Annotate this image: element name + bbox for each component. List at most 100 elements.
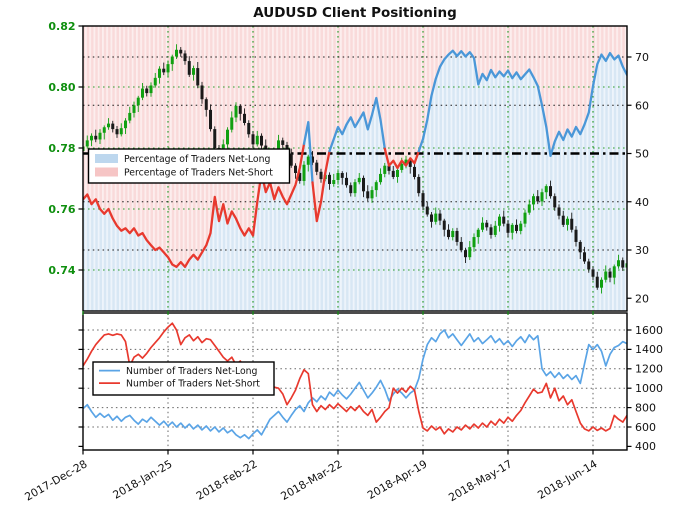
candle-up bbox=[230, 117, 234, 130]
candle-up bbox=[149, 85, 153, 94]
candle-down bbox=[179, 49, 183, 54]
candle-down bbox=[145, 88, 149, 94]
candle-down bbox=[417, 176, 421, 194]
bottom-legend-net-short-label: Number of Traders Net-Short bbox=[126, 378, 260, 389]
candle-up bbox=[119, 128, 123, 135]
candle-up bbox=[434, 213, 438, 222]
candle-up bbox=[374, 182, 378, 191]
pct-sentiment-line-layer bbox=[83, 49, 627, 269]
candle-down bbox=[425, 206, 429, 215]
candle-down bbox=[621, 260, 625, 268]
top-legend-net-short-label: Percentage of Traders Net-Short bbox=[124, 167, 273, 178]
candle-down bbox=[260, 135, 263, 146]
date-tick-label: 2018-Apr-19 bbox=[365, 457, 429, 502]
candle-down bbox=[553, 196, 557, 208]
pct-line-blue-segment bbox=[328, 96, 386, 153]
top-legend-net-long-label: Percentage of Traders Net-Long bbox=[124, 154, 271, 165]
price-tick-label: 0.74 bbox=[48, 264, 75, 277]
candle-down bbox=[247, 122, 251, 135]
count-tick-label: 1000 bbox=[635, 382, 663, 395]
candle-up bbox=[124, 120, 127, 129]
candle-down bbox=[298, 173, 302, 181]
net-long-fill-swatch bbox=[95, 154, 118, 163]
pct-line-red-segment bbox=[311, 149, 331, 223]
candle-up bbox=[332, 180, 336, 184]
candle-down bbox=[561, 215, 565, 225]
candle-up bbox=[396, 169, 399, 177]
candle-up bbox=[226, 129, 229, 145]
net-short-fill-swatch bbox=[95, 167, 118, 177]
candle-up bbox=[523, 212, 527, 224]
candle-up bbox=[136, 97, 140, 106]
pct-tick-label: 60 bbox=[635, 99, 649, 112]
candle-up bbox=[83, 146, 85, 152]
candle-down bbox=[438, 213, 442, 221]
candle-down bbox=[549, 186, 552, 197]
candle-up bbox=[527, 204, 531, 213]
candle-down bbox=[213, 129, 217, 148]
candle-up bbox=[153, 77, 157, 86]
candle-up bbox=[468, 247, 472, 258]
bottom-legend: Number of Traders Net-Long Number of Tra… bbox=[92, 361, 275, 396]
candle-down bbox=[366, 191, 370, 199]
chart-title: AUDUSD Client Positioning bbox=[253, 5, 457, 21]
candle-down bbox=[328, 174, 331, 184]
candle-down bbox=[315, 162, 319, 172]
count-line bbox=[83, 329, 627, 440]
candle-down bbox=[251, 134, 255, 145]
candle-down bbox=[442, 220, 446, 230]
candle-down bbox=[289, 153, 293, 166]
candle-up bbox=[336, 173, 340, 181]
candle-up bbox=[493, 225, 497, 235]
candle-up bbox=[128, 112, 132, 121]
candle-down bbox=[591, 269, 595, 277]
count-tick-label: 1200 bbox=[635, 363, 663, 376]
candle-up bbox=[612, 266, 616, 278]
candle-up bbox=[353, 182, 357, 194]
candle-down bbox=[204, 99, 208, 110]
candle-up bbox=[404, 159, 408, 164]
candle-down bbox=[455, 230, 459, 242]
candle-up bbox=[451, 230, 455, 238]
pct-line-blue-segment bbox=[302, 120, 314, 184]
pct-tick-label: 50 bbox=[635, 148, 649, 161]
candle-down bbox=[430, 214, 433, 222]
candle-down bbox=[362, 177, 365, 192]
candle-down bbox=[345, 177, 348, 186]
candle-up bbox=[532, 196, 535, 205]
candle-up bbox=[102, 127, 106, 133]
candle-down bbox=[111, 123, 115, 130]
candle-up bbox=[141, 88, 144, 98]
candle-up bbox=[158, 68, 161, 78]
date-tick-label: 2018-Jun-14 bbox=[535, 457, 599, 502]
date-tick-label: 2018-May-17 bbox=[446, 457, 514, 504]
candle-down bbox=[608, 271, 612, 278]
pct-line-red-segment bbox=[83, 142, 306, 269]
date-tick-label: 2018-Jan-25 bbox=[111, 457, 175, 501]
date-tick-label: 2018-Mar-22 bbox=[279, 457, 345, 503]
candle-down bbox=[94, 135, 98, 140]
candle-down bbox=[413, 166, 416, 177]
candle-up bbox=[566, 218, 569, 225]
candle-up bbox=[600, 279, 603, 288]
candle-up bbox=[625, 263, 627, 268]
candle-down bbox=[209, 109, 212, 130]
candle-up bbox=[132, 105, 136, 113]
date-tick-label: 2017-Dec-28 bbox=[22, 457, 89, 503]
candle-down bbox=[196, 68, 200, 86]
price-tick-label: 0.76 bbox=[48, 203, 75, 216]
candle-up bbox=[540, 192, 544, 202]
candle-down bbox=[311, 156, 314, 163]
candle-down bbox=[587, 261, 591, 270]
candle-up bbox=[617, 260, 620, 267]
date-tick-label: 2018-Feb-22 bbox=[194, 457, 259, 502]
pct-tick-label: 70 bbox=[635, 51, 649, 64]
candle-up bbox=[481, 222, 484, 230]
pct-tick-label: 30 bbox=[635, 244, 649, 257]
candle-down bbox=[187, 61, 191, 75]
candle-down bbox=[238, 105, 242, 114]
top-legend: Percentage of Traders Net-Long Percentag… bbox=[87, 148, 291, 184]
count-tick-label: 800 bbox=[635, 401, 656, 414]
candle-up bbox=[476, 229, 480, 238]
